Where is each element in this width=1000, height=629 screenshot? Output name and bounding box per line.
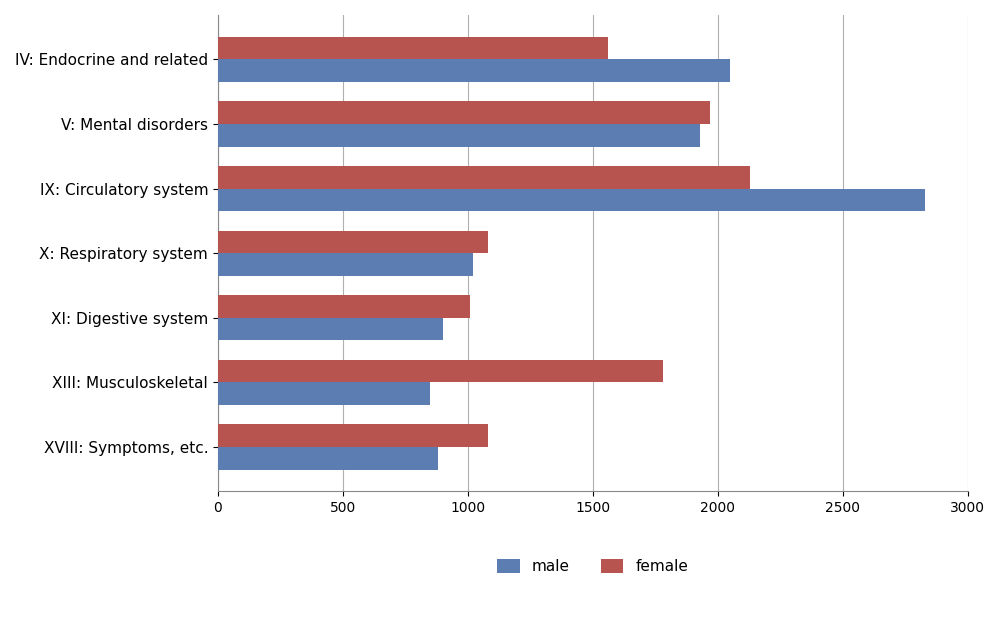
Bar [218,101,710,124]
Bar [218,166,750,189]
Bar [218,189,925,211]
Bar [218,382,430,405]
Bar [218,253,473,276]
Bar [218,59,730,82]
Bar [218,447,438,470]
Bar [218,36,608,59]
Bar [218,295,470,318]
Legend: male, female: male, female [489,551,696,582]
Bar [218,230,488,253]
Bar [218,425,488,447]
Bar [218,360,663,382]
Bar [218,124,700,147]
Bar [218,318,443,340]
